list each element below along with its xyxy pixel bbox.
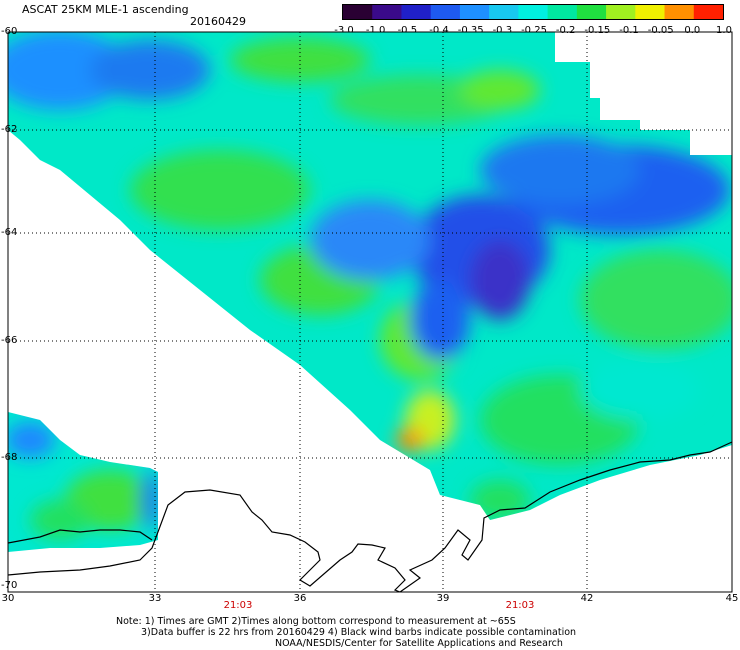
colorbar-swatch <box>459 5 490 19</box>
latitude-label: -68 <box>1 452 18 463</box>
latitude-label: -64 <box>1 227 18 238</box>
colorbar-tick-label: -0.4 <box>429 25 449 36</box>
swath-main <box>8 32 732 520</box>
colorbar-swatch <box>489 5 519 19</box>
grid-lines <box>8 32 732 592</box>
coastline-secondary <box>8 529 153 544</box>
note-line-2: 3)Data buffer is 22 hrs from 20160429 4)… <box>141 627 577 638</box>
colorbar-swatch <box>693 5 723 19</box>
colorbar-swatch <box>430 5 461 19</box>
colorbar-tick-label: 0.0 <box>684 25 701 36</box>
colorbar-tick-label: -0.25 <box>521 25 547 36</box>
plot-frame <box>7 31 733 593</box>
colorbar-tick-label: -3.0 <box>334 25 354 36</box>
colorbar-tick-label: -1.0 <box>365 25 386 36</box>
longitude-label: 39 <box>436 593 450 604</box>
colorbar-tick-label: -0.15 <box>584 25 611 36</box>
longitude-label: 42 <box>580 593 594 604</box>
colorbar-swatch <box>606 5 636 19</box>
colorbar-tick-label: -0.1 <box>619 25 639 36</box>
latitude-label: -70 <box>1 580 18 591</box>
colorbar-swatch <box>343 5 373 19</box>
latitude-label: -66 <box>1 335 18 346</box>
plot-title: ASCAT 25KM MLE-1 ascending <box>22 3 189 16</box>
latitude-label: -60 <box>1 26 18 37</box>
time-label-2: 21:03 <box>505 600 535 611</box>
colorbar-swatch <box>664 5 695 19</box>
colorbar-tick-label: 1.0 <box>716 25 732 36</box>
colorbar <box>342 4 724 20</box>
longitude-label: 36 <box>293 593 307 604</box>
colorbar-swatch <box>518 5 549 19</box>
longitude-label: 45 <box>725 593 739 604</box>
note-line-3: NOAA/NESDIS/Center for Satellite Applica… <box>275 638 563 649</box>
colorbar-tick-label: -0.3 <box>492 25 513 36</box>
colorbar-swatch <box>547 5 578 19</box>
note-line-1: Note: 1) Times are GMT 2)Times along bot… <box>116 616 516 627</box>
longitude-label: 30 <box>1 593 15 604</box>
colorbar-tick-label: -0.05 <box>647 25 674 36</box>
colorbar-tick-label: -0.2 <box>555 25 576 36</box>
colorbar-swatch <box>372 5 402 19</box>
swath-secondary <box>8 412 158 552</box>
time-label-1: 21:03 <box>223 600 253 611</box>
colorbar-tick-label: -0.35 <box>457 25 484 36</box>
colorbar-swatch <box>635 5 666 19</box>
latitude-label: -62 <box>1 124 18 135</box>
colorbar-swatch <box>576 5 607 19</box>
colorbar-swatch <box>401 5 432 19</box>
longitude-label: 33 <box>148 593 162 604</box>
coastline <box>8 441 732 592</box>
plot-date: 20160429 <box>190 15 246 28</box>
colorbar-tick-label: -0.5 <box>397 25 418 36</box>
